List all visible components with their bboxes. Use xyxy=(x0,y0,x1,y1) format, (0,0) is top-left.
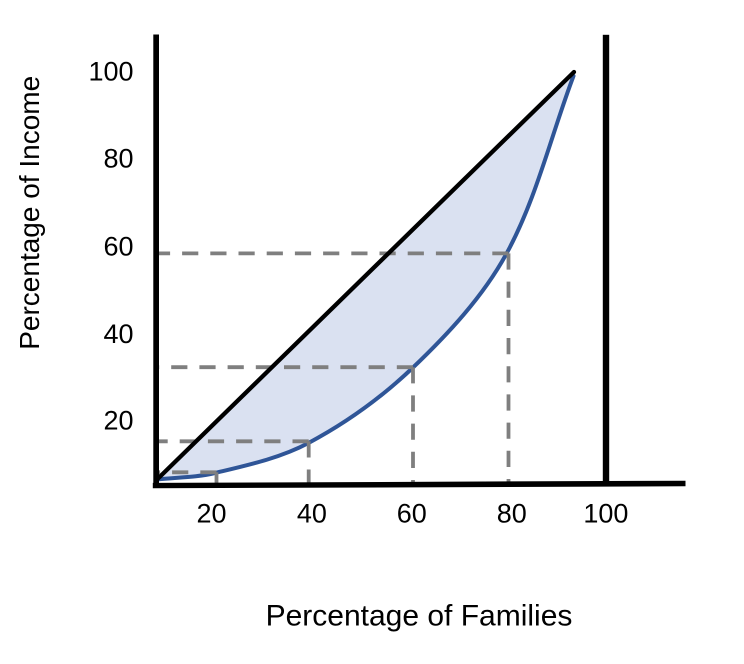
svg-text:60: 60 xyxy=(397,499,427,529)
svg-text:20: 20 xyxy=(196,499,226,529)
svg-text:100: 100 xyxy=(88,57,133,87)
svg-text:Percentage of Families: Percentage of Families xyxy=(266,600,573,633)
svg-text:40: 40 xyxy=(297,499,327,529)
svg-text:60: 60 xyxy=(103,232,133,262)
svg-text:20: 20 xyxy=(103,405,133,435)
svg-text:Percentage of Income: Percentage of Income xyxy=(14,76,45,350)
svg-text:80: 80 xyxy=(103,144,133,174)
svg-text:40: 40 xyxy=(103,319,133,349)
svg-text:100: 100 xyxy=(583,499,628,529)
svg-text:80: 80 xyxy=(497,499,527,529)
